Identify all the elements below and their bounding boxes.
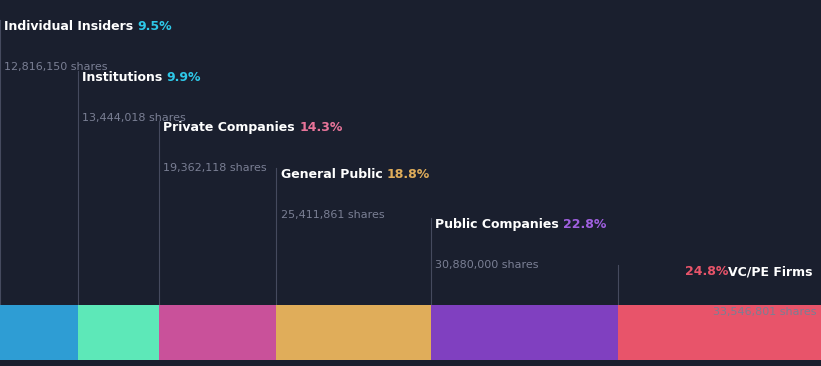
- Text: 33,546,801 shares: 33,546,801 shares: [713, 307, 817, 317]
- Text: Private Companies: Private Companies: [163, 121, 299, 134]
- Text: VC/PE Firms: VC/PE Firms: [728, 265, 817, 279]
- Bar: [430, 305, 617, 360]
- Text: General Public: General Public: [281, 168, 387, 182]
- Text: 22.8%: 22.8%: [563, 218, 606, 231]
- Text: 18.8%: 18.8%: [387, 168, 430, 182]
- Text: 24.8%: 24.8%: [685, 265, 728, 279]
- Bar: [78, 305, 159, 360]
- Text: 13,444,018 shares: 13,444,018 shares: [82, 113, 186, 123]
- Text: Individual Insiders: Individual Insiders: [4, 20, 138, 33]
- Bar: [159, 305, 277, 360]
- Text: 14.3%: 14.3%: [299, 121, 342, 134]
- Text: 19,362,118 shares: 19,362,118 shares: [163, 163, 267, 173]
- Text: 9.9%: 9.9%: [167, 71, 201, 85]
- Bar: [617, 305, 821, 360]
- Bar: [0, 305, 78, 360]
- Text: Institutions: Institutions: [82, 71, 167, 85]
- Text: Public Companies: Public Companies: [434, 218, 563, 231]
- Text: 30,880,000 shares: 30,880,000 shares: [434, 260, 539, 270]
- Text: 25,411,861 shares: 25,411,861 shares: [281, 210, 384, 220]
- Bar: [277, 305, 430, 360]
- Text: 12,816,150 shares: 12,816,150 shares: [4, 62, 108, 72]
- Text: 9.5%: 9.5%: [138, 20, 172, 33]
